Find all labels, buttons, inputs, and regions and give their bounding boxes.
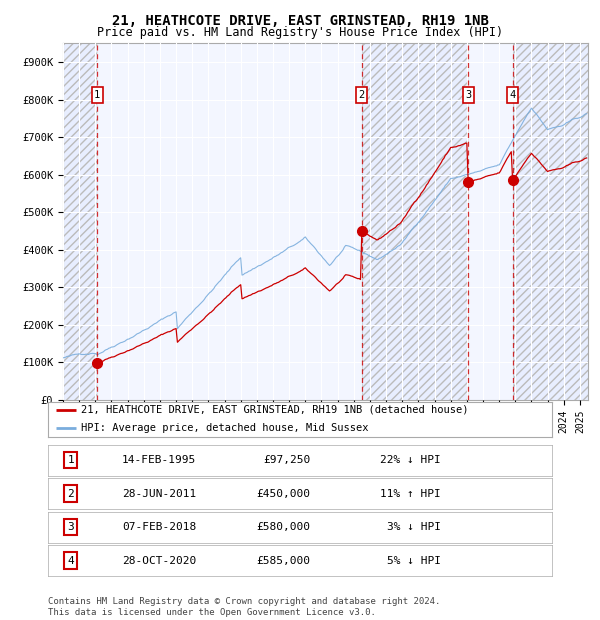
Text: 21, HEATHCOTE DRIVE, EAST GRINSTEAD, RH19 1NB (detached house): 21, HEATHCOTE DRIVE, EAST GRINSTEAD, RH1…	[81, 404, 468, 415]
Text: Price paid vs. HM Land Registry's House Price Index (HPI): Price paid vs. HM Land Registry's House …	[97, 26, 503, 39]
Text: 4: 4	[509, 90, 515, 100]
Text: 2: 2	[67, 489, 74, 498]
Text: 28-JUN-2011: 28-JUN-2011	[122, 489, 196, 498]
Text: 5% ↓ HPI: 5% ↓ HPI	[387, 556, 441, 565]
Text: £450,000: £450,000	[256, 489, 310, 498]
Text: 1: 1	[67, 455, 74, 465]
Text: 22% ↓ HPI: 22% ↓ HPI	[380, 455, 441, 465]
Text: Contains HM Land Registry data © Crown copyright and database right 2024.
This d: Contains HM Land Registry data © Crown c…	[48, 598, 440, 617]
Text: 3% ↓ HPI: 3% ↓ HPI	[387, 522, 441, 532]
Text: 11% ↑ HPI: 11% ↑ HPI	[380, 489, 441, 498]
Text: 14-FEB-1995: 14-FEB-1995	[122, 455, 196, 465]
Text: £97,250: £97,250	[263, 455, 310, 465]
Text: £585,000: £585,000	[256, 556, 310, 565]
Text: 3: 3	[67, 522, 74, 532]
Bar	[97, 43, 362, 400]
Text: HPI: Average price, detached house, Mid Sussex: HPI: Average price, detached house, Mid …	[81, 423, 368, 433]
Text: 07-FEB-2018: 07-FEB-2018	[122, 522, 196, 532]
Text: 3: 3	[465, 90, 472, 100]
Text: 1: 1	[94, 90, 100, 100]
Bar	[468, 43, 512, 400]
Text: 2: 2	[359, 90, 365, 100]
Text: 21, HEATHCOTE DRIVE, EAST GRINSTEAD, RH19 1NB: 21, HEATHCOTE DRIVE, EAST GRINSTEAD, RH1…	[112, 14, 488, 28]
Text: 28-OCT-2020: 28-OCT-2020	[122, 556, 196, 565]
Text: £580,000: £580,000	[256, 522, 310, 532]
Text: 4: 4	[67, 556, 74, 565]
